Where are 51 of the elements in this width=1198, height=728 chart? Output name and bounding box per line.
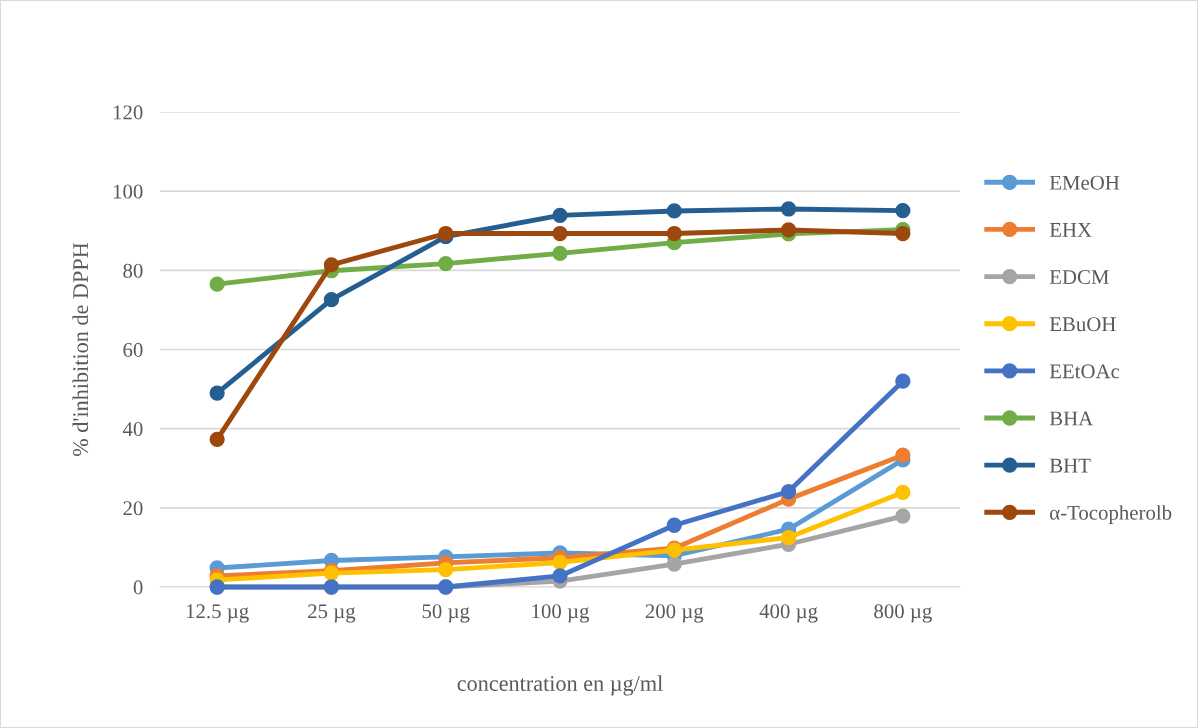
point	[552, 245, 568, 261]
legend-label: EHX	[1049, 223, 1092, 237]
point	[209, 276, 225, 292]
y-tick-label: 80	[123, 263, 143, 278]
legend-label: EEtOAc	[1049, 364, 1120, 379]
x-tick-label: 25 µg	[308, 604, 356, 623]
y-tick-label: 0	[133, 580, 143, 595]
point	[895, 373, 911, 389]
point	[780, 529, 797, 546]
point	[552, 207, 568, 223]
y-tick-label: 120	[113, 105, 143, 120]
point	[780, 483, 797, 500]
point	[323, 291, 340, 308]
point	[895, 447, 911, 463]
point	[438, 225, 454, 242]
point	[895, 484, 911, 501]
legend-label: EBuOH	[1049, 317, 1116, 332]
x-tick-label: 50 µg	[422, 604, 470, 623]
point	[209, 431, 225, 447]
point	[552, 568, 568, 584]
legend-label: BHT	[1049, 458, 1091, 473]
point	[438, 255, 454, 272]
point	[552, 554, 568, 571]
x-tick-label: 100 µg	[532, 604, 590, 623]
x-axis-title: concentration en µg/ml	[457, 675, 663, 696]
point	[323, 257, 340, 273]
point	[438, 561, 454, 578]
point	[666, 225, 682, 242]
x-tick-label: 800 µg	[874, 604, 932, 623]
y-axis-title: % d'inhibition de DPPH	[72, 242, 89, 456]
x-tick-label: 200 µg	[645, 604, 704, 623]
y-tick-label: 40	[122, 422, 143, 437]
point	[666, 517, 682, 533]
point	[209, 385, 225, 401]
point	[666, 556, 682, 572]
x-tick-label: 12.5 µg	[186, 604, 249, 623]
y-tick-label: 60	[123, 342, 143, 357]
legend-label: α-Tocopherolb	[1050, 505, 1172, 525]
point	[552, 225, 568, 242]
y-tick-label: 100	[113, 184, 143, 199]
x-tick-label: 400 µg	[759, 604, 818, 623]
point	[895, 508, 911, 524]
legend-label: EMeOH	[1049, 175, 1120, 190]
y-tick-label: 20	[123, 501, 143, 516]
legend-label: BHA	[1049, 411, 1094, 426]
point	[666, 203, 682, 219]
point	[780, 201, 797, 217]
point	[780, 222, 797, 238]
point	[895, 202, 911, 219]
legend-label: EDCM	[1049, 270, 1109, 285]
point	[895, 225, 911, 242]
